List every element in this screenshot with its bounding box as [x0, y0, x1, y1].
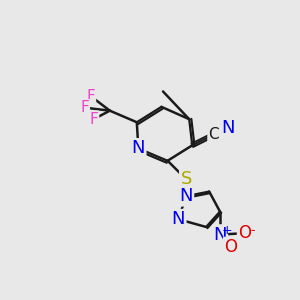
Text: N: N	[179, 187, 193, 205]
Text: N: N	[221, 119, 234, 137]
Text: C: C	[208, 127, 219, 142]
Text: N: N	[213, 226, 227, 244]
Text: F: F	[89, 112, 98, 127]
Text: N: N	[132, 140, 145, 158]
Text: N: N	[172, 210, 185, 228]
Text: F: F	[86, 88, 95, 104]
Text: F: F	[80, 100, 89, 115]
Text: O: O	[224, 238, 237, 256]
Text: S: S	[180, 170, 192, 188]
Text: -: -	[250, 224, 255, 236]
Text: O: O	[238, 224, 251, 242]
Text: +: +	[222, 224, 232, 237]
